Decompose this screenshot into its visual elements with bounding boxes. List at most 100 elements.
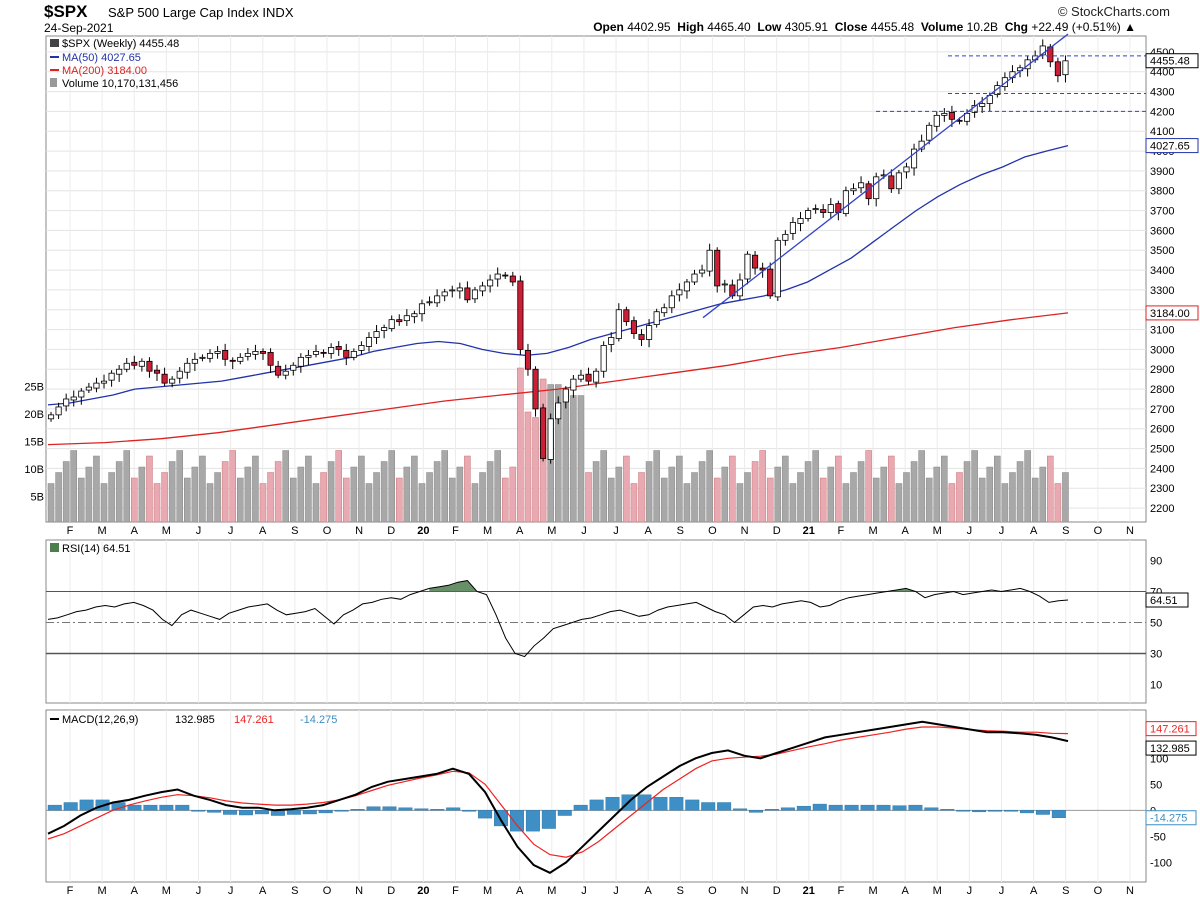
volume-bar [168, 461, 176, 523]
volume-tick-label: 15B [24, 437, 44, 449]
macd-histogram-bar [940, 809, 955, 811]
candle-body [979, 103, 986, 107]
candle-body [789, 222, 796, 234]
volume-bar [85, 466, 93, 523]
macd-legend: MACD(12,26,9) 132.985 147.261 -14.275 [50, 714, 337, 726]
x-tick-label: M [547, 525, 556, 537]
ma200-legend-label: MA(200) 3184.00 [62, 65, 147, 77]
volume-bar [994, 455, 1001, 523]
volume-legend-label: Volume 10,170,131,456 [62, 78, 178, 90]
volume-bar [524, 411, 532, 523]
macd-histogram-bar [175, 804, 190, 811]
low-label: Low [757, 20, 782, 34]
volume-bar [971, 450, 978, 523]
candle-body [85, 386, 92, 391]
price-tag [1145, 53, 1199, 69]
volume-bar [895, 483, 903, 523]
macd-histogram-bar [764, 809, 779, 811]
candle-body [108, 372, 115, 381]
symbol-title: $SPX [44, 2, 88, 21]
x-tick-label: O [708, 525, 717, 537]
up-arrow-icon: ▲ [1124, 20, 1136, 34]
candle-body [585, 373, 592, 382]
macd-histogram-bar [860, 804, 875, 811]
volume-bar [850, 472, 857, 523]
x-tick-label: M [98, 885, 107, 897]
candle-body [532, 368, 539, 410]
macd-histogram-bar [302, 810, 317, 815]
candle-body [729, 284, 736, 297]
volume-value: 10.2B [966, 20, 999, 34]
candle-body [941, 112, 948, 116]
candle-body [646, 325, 653, 340]
quote-bar: Open 4402.95 High 4465.40 Low 4305.91 Cl… [593, 20, 1136, 34]
candle-body [1047, 46, 1054, 63]
macd-histogram-bar [908, 804, 923, 811]
volume-bar [1016, 461, 1024, 523]
volume-bar [645, 461, 653, 523]
x-tick-label: D [387, 885, 395, 897]
candle-body [396, 319, 403, 323]
macd-histogram-bar [239, 810, 253, 816]
volume-bar [653, 450, 660, 523]
volume-bar [100, 483, 108, 523]
volume-bar [78, 477, 85, 523]
volume-bar [441, 450, 448, 523]
x-tick-label: J [613, 525, 619, 537]
volume-bar [607, 477, 615, 523]
macd-tick-label: -100 [1150, 857, 1172, 869]
volume-bar [857, 461, 865, 523]
volume-bar [1039, 466, 1047, 523]
macd-histogram-bar [637, 794, 652, 811]
candle-body [267, 351, 274, 366]
volume-bar [789, 483, 797, 523]
macd-histogram-bar [191, 810, 206, 812]
candle-body [358, 345, 365, 351]
x-tick-label: D [387, 525, 395, 537]
volume-bar [388, 450, 395, 523]
candle-body [911, 148, 918, 169]
x-tick-label: J [999, 885, 1005, 897]
x-tick-label: A [645, 525, 653, 537]
x-tick-label: 20 [417, 525, 429, 537]
candle-body [842, 190, 849, 214]
x-tick-label: F [452, 885, 459, 897]
volume-bar [910, 461, 918, 523]
candle-body [736, 279, 743, 297]
grid-lines [46, 36, 1146, 882]
candle-body [55, 406, 62, 416]
candle-body [767, 268, 774, 297]
volume-bar [176, 450, 184, 523]
volume-bar [1031, 477, 1039, 523]
candle-body [524, 350, 532, 370]
volume-bar [978, 477, 986, 523]
volume-bar [676, 455, 683, 523]
x-tick-label: N [1126, 885, 1134, 897]
macd-value-tag-text: 132.985 [1150, 743, 1190, 755]
price-tick-label: 2500 [1150, 444, 1174, 456]
candle-body [93, 382, 100, 389]
volume-bar [751, 461, 759, 523]
candle-body [1001, 77, 1008, 88]
candle-body [608, 337, 615, 345]
volume-bar [418, 483, 426, 523]
candle-body [517, 280, 524, 350]
candle-body [691, 273, 698, 283]
candle-body [297, 356, 304, 367]
rsi-overbought-fill [867, 588, 935, 592]
volume-bar [956, 472, 963, 523]
price-tag-text: 4027.65 [1150, 141, 1190, 153]
volume-bar [161, 472, 168, 523]
macd-histogram-bar [63, 802, 78, 811]
x-tick-label: A [516, 885, 524, 897]
candle-body [335, 346, 342, 350]
volume-bar [925, 477, 933, 523]
macd-histogram-bar [972, 810, 987, 813]
rsi-tick-label: 30 [1150, 649, 1162, 661]
volume-bar [630, 483, 638, 523]
volume-bar [872, 477, 880, 523]
macd-histogram-bar [334, 810, 349, 812]
volume-bar [206, 483, 214, 523]
price-tick-label: 2800 [1150, 384, 1174, 396]
volume-bar [774, 466, 782, 523]
